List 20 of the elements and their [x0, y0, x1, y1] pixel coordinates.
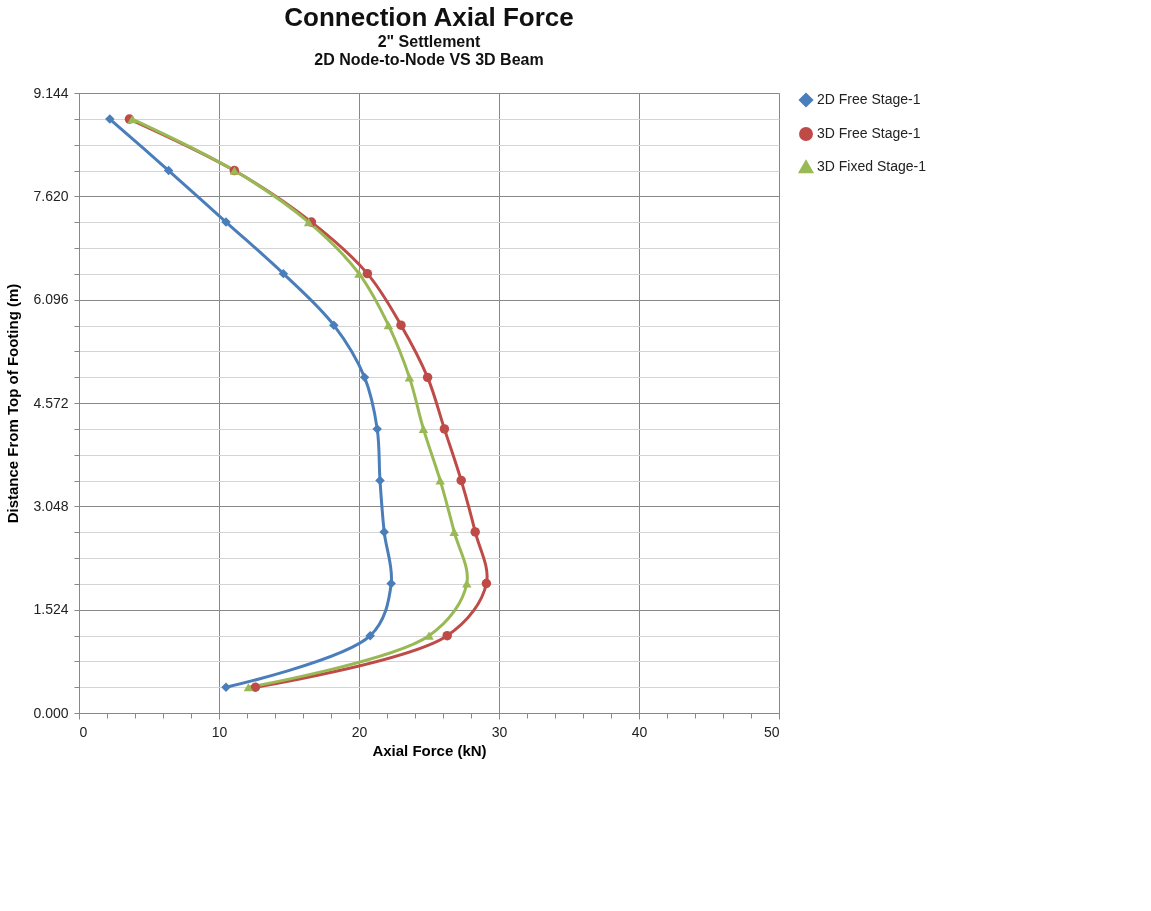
legend-label: 2D Free Stage-1: [817, 91, 921, 107]
y-tick-label: 0.000: [33, 704, 69, 721]
x-tick-label: 10: [211, 723, 228, 740]
x-tick-label: 40: [631, 723, 648, 740]
legend-label: 3D Free Stage-1: [817, 125, 921, 141]
x-tick-label: 20: [351, 723, 368, 740]
y-tick-label: 3.048: [33, 497, 69, 514]
x-tick-label: 0: [79, 723, 88, 740]
y-tick-label: 7.620: [33, 187, 69, 204]
y-tick-label: 9.144: [33, 84, 69, 101]
legend-label: 3D Fixed Stage-1: [817, 158, 927, 174]
chart-subtitle: 2" Settlement 2D Node-to-Node VS 3D Beam: [314, 33, 544, 68]
y-tick-label: 1.524: [33, 601, 69, 618]
y-tick-label: 6.096: [33, 291, 69, 308]
y-tick-label: 4.572: [33, 394, 69, 411]
y-axis-title: Distance From Top of Footing (m): [4, 283, 22, 524]
x-axis-title: Axial Force (kN): [372, 741, 487, 759]
x-tick-label: 30: [491, 723, 508, 740]
x-tick-label: 50: [763, 723, 780, 740]
chart-title: Connection Axial Force: [284, 2, 574, 32]
